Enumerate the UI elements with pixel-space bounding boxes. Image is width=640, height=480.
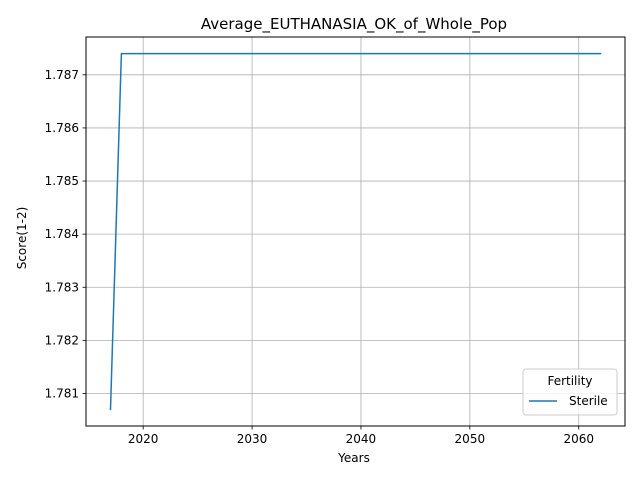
legend-box (522, 368, 618, 416)
x-tick-label: 2020 (128, 432, 159, 446)
series-layer (109, 52, 602, 411)
y-tick-label: 1.781 (45, 386, 79, 400)
chart-title: Average_EUTHANASIA_OK_of_Whole_Pop (201, 15, 507, 34)
x-tick-label: 2060 (563, 432, 594, 446)
legend-title: Fertility (547, 374, 592, 388)
y-tick-label: 1.787 (45, 68, 79, 82)
legend-label-sterile: Sterile (569, 394, 608, 408)
x-tick-label: 2050 (455, 432, 486, 446)
grid-layer (86, 37, 625, 426)
plot-area-frame (85, 36, 626, 427)
legend: Fertility Sterile (522, 368, 618, 416)
y-tick-label: 1.783 (45, 280, 79, 294)
x-tick-label: 2040 (346, 432, 377, 446)
x-tick-label: 2030 (237, 432, 268, 446)
y-axis-label: Score(1-2) (15, 207, 29, 270)
y-tick-label: 1.785 (45, 174, 79, 188)
x-axis-label: Years (337, 451, 370, 465)
y-tick-label: 1.784 (45, 227, 79, 241)
tick-layer: 2020 2030 2040 2050 2060 1.781 1.782 1.783 1.784… (45, 68, 594, 446)
series-line-sterile (109, 52, 602, 411)
y-tick-label: 1.782 (45, 333, 79, 347)
y-tick-label: 1.786 (45, 121, 79, 135)
